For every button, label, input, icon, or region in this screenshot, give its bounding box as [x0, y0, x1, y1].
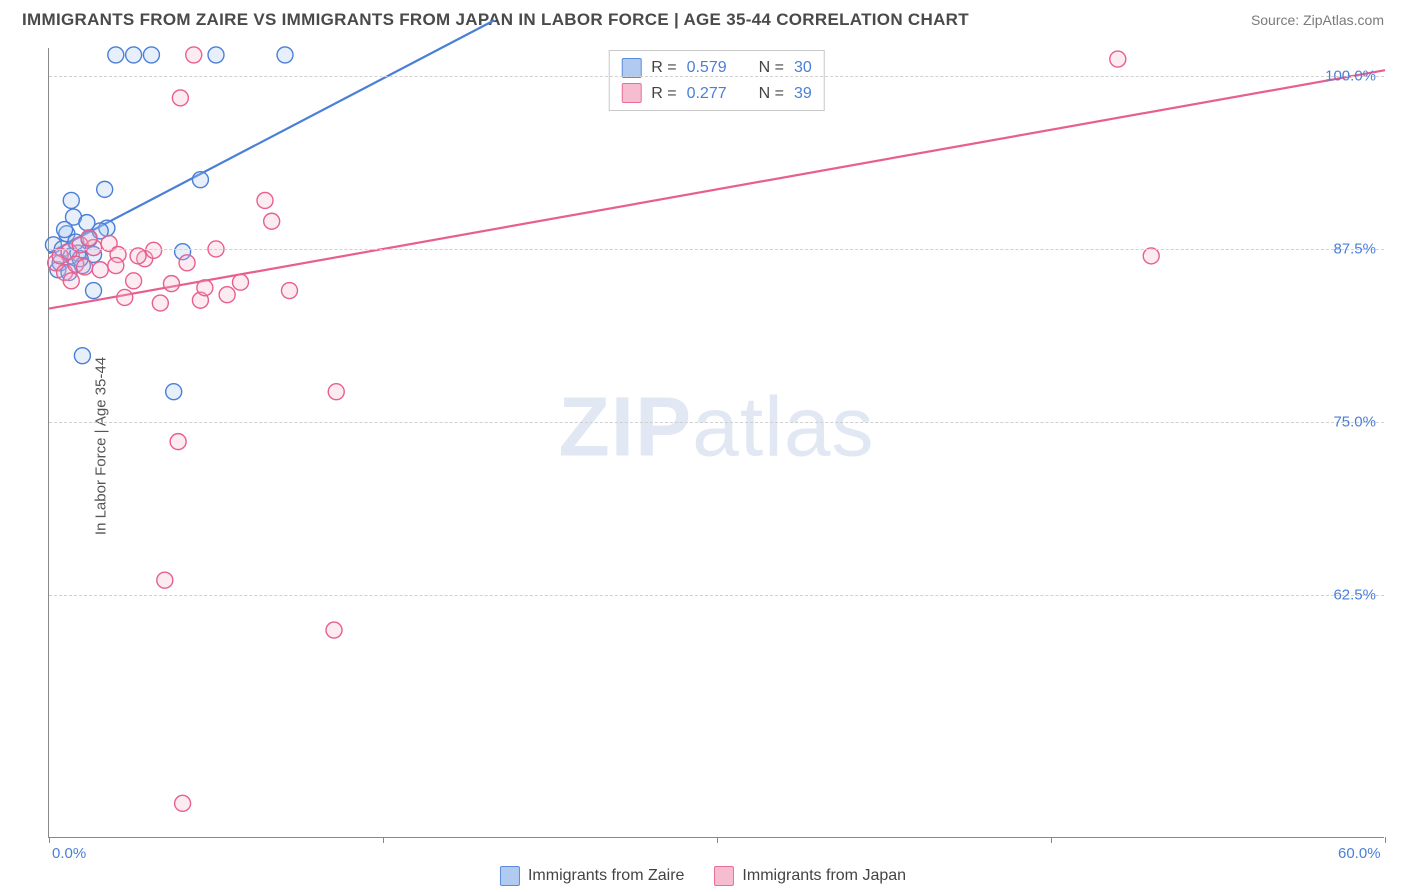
data-point: [232, 274, 248, 290]
legend-item: Immigrants from Japan: [714, 866, 906, 886]
data-point: [208, 47, 224, 63]
data-point: [157, 572, 173, 588]
x-tick: [1051, 837, 1052, 843]
gridline-horizontal: [49, 76, 1384, 77]
data-point: [108, 47, 124, 63]
data-point: [81, 230, 97, 246]
data-point: [175, 795, 191, 811]
data-point: [192, 172, 208, 188]
x-tick-label: 60.0%: [1338, 845, 1381, 862]
x-tick: [717, 837, 718, 843]
data-point: [97, 181, 113, 197]
legend-row: R = 0.277 N = 39: [621, 81, 812, 107]
x-tick: [383, 837, 384, 843]
chart-header: IMMIGRANTS FROM ZAIRE VS IMMIGRANTS FROM…: [0, 0, 1406, 38]
data-point: [1110, 51, 1126, 67]
data-point: [328, 384, 344, 400]
data-point: [326, 622, 342, 638]
data-point: [126, 273, 142, 289]
data-point: [130, 248, 146, 264]
legend-r-label: R =: [651, 81, 676, 107]
y-tick-label: 87.5%: [1333, 240, 1376, 257]
chart-plot-area: ZIPatlas R =0.579N =30R =0.277N =39 62.5…: [48, 48, 1384, 838]
legend-swatch: [621, 83, 641, 103]
legend-swatch: [714, 866, 734, 886]
data-point: [146, 242, 162, 258]
data-point: [186, 47, 202, 63]
legend-r-label: R =: [651, 55, 676, 81]
legend-item: Immigrants from Zaire: [500, 866, 684, 886]
data-point: [126, 47, 142, 63]
data-point: [57, 222, 73, 238]
data-point: [77, 259, 93, 275]
y-tick-label: 75.0%: [1333, 414, 1376, 431]
data-point: [166, 384, 182, 400]
data-point: [170, 434, 186, 450]
source-attribution: Source: ZipAtlas.com: [1251, 12, 1384, 28]
x-tick-label: 0.0%: [52, 845, 86, 862]
series-legend: Immigrants from Zaire Immigrants from Jap…: [500, 866, 906, 886]
legend-series-name: Immigrants from Zaire: [528, 867, 684, 885]
data-point: [152, 295, 168, 311]
gridline-horizontal: [49, 249, 1384, 250]
x-tick: [1385, 837, 1386, 843]
scatter-plot-svg: [49, 48, 1384, 837]
legend-n-value: 39: [794, 81, 812, 107]
data-point: [277, 47, 293, 63]
data-point: [92, 262, 108, 278]
legend-series-name: Immigrants from Japan: [742, 867, 906, 885]
data-point: [257, 192, 273, 208]
data-point: [108, 258, 124, 274]
data-point: [143, 47, 159, 63]
data-point: [74, 348, 90, 364]
data-point: [117, 289, 133, 305]
x-tick: [49, 837, 50, 843]
data-point: [264, 213, 280, 229]
data-point: [281, 283, 297, 299]
legend-n-value: 30: [794, 55, 812, 81]
gridline-horizontal: [49, 422, 1384, 423]
chart-title: IMMIGRANTS FROM ZAIRE VS IMMIGRANTS FROM…: [22, 10, 969, 30]
data-point: [63, 192, 79, 208]
data-point: [172, 90, 188, 106]
legend-r-value: 0.579: [687, 55, 727, 81]
data-point: [197, 280, 213, 296]
data-point: [163, 276, 179, 292]
legend-r-value: 0.277: [687, 81, 727, 107]
data-point: [179, 255, 195, 271]
y-tick-label: 100.0%: [1325, 67, 1376, 84]
data-point: [219, 287, 235, 303]
legend-row: R = 0.579 N = 30: [621, 55, 812, 81]
data-point: [63, 273, 79, 289]
correlation-legend: R = 0.579 N = 30 R = 0.277 N = 39: [608, 50, 825, 111]
gridline-horizontal: [49, 595, 1384, 596]
legend-n-label: N =: [759, 81, 784, 107]
data-point: [86, 283, 102, 299]
y-tick-label: 62.5%: [1333, 587, 1376, 604]
data-point: [1143, 248, 1159, 264]
legend-n-label: N =: [759, 55, 784, 81]
legend-swatch: [500, 866, 520, 886]
